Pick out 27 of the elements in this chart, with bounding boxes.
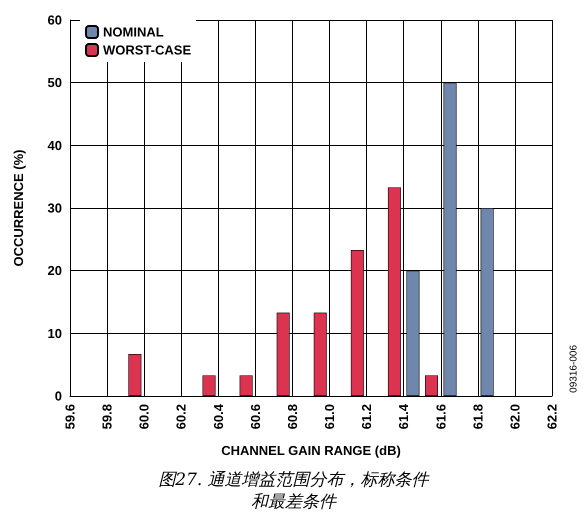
y-axis-title: OCCURRENCE (%) (11, 150, 26, 266)
y-tick-label: 10 (48, 326, 62, 341)
x-tick-label: 61.6 (433, 404, 448, 430)
x-tick-label: 60.4 (210, 403, 226, 430)
y-tick-label: 30 (48, 200, 62, 216)
text: 图27. 通道增益范围分布，标称条件和最差条件 (158, 470, 431, 512)
x-tick-label: 61.0 (322, 404, 338, 430)
legend-label: NOMINAL (103, 24, 164, 40)
x-tick-label: 60.2 (174, 404, 189, 430)
y-tick-label: 50 (48, 75, 62, 90)
x-tick-label: 62.0 (507, 404, 522, 430)
y-tick-label: 40 (48, 138, 62, 153)
x-tick-label: 59.6 (62, 404, 78, 430)
x-tick-label: 61.2 (359, 404, 374, 430)
text: 09316-006 (568, 344, 580, 393)
y-tick-label: 20 (48, 263, 62, 278)
y-tick-label: 0 (54, 388, 62, 404)
legend-label: WORST-CASE (103, 42, 192, 58)
x-tick-label: 60.8 (284, 404, 300, 430)
x-tick-label: 60.0 (136, 404, 152, 430)
x-tick-label: 61.8 (470, 404, 486, 430)
x-tick-label: 61.4 (396, 403, 412, 430)
y-tick-label: 60 (48, 12, 62, 28)
x-tick-label: 59.8 (100, 404, 115, 430)
x-tick-label: 62.2 (544, 404, 560, 430)
x-tick-label: 60.6 (248, 404, 263, 430)
x-axis-title: CHANNEL GAIN RANGE (dB) (221, 443, 401, 458)
